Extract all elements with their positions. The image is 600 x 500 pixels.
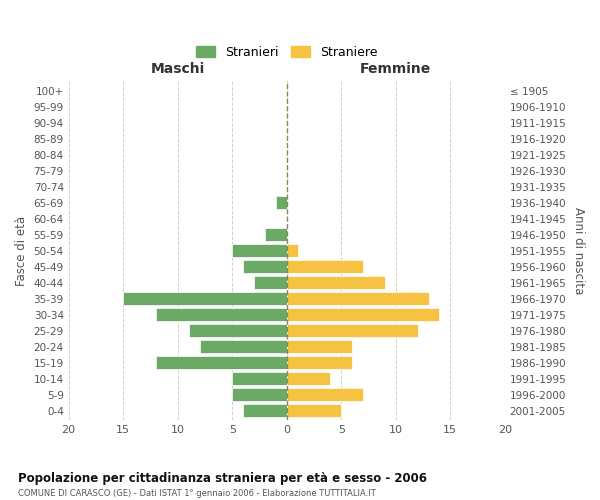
- Text: Popolazione per cittadinanza straniera per età e sesso - 2006: Popolazione per cittadinanza straniera p…: [18, 472, 427, 485]
- Bar: [287, 292, 428, 305]
- Bar: [287, 244, 298, 257]
- Bar: [287, 260, 363, 273]
- Bar: [287, 276, 385, 289]
- Bar: [188, 324, 287, 337]
- Bar: [123, 292, 287, 305]
- Bar: [232, 244, 287, 257]
- Text: COMUNE DI CARASCO (GE) - Dati ISTAT 1° gennaio 2006 - Elaborazione TUTTITALIA.IT: COMUNE DI CARASCO (GE) - Dati ISTAT 1° g…: [18, 488, 376, 498]
- Bar: [243, 404, 287, 417]
- Bar: [254, 276, 287, 289]
- Bar: [243, 260, 287, 273]
- Text: Maschi: Maschi: [151, 62, 205, 76]
- Legend: Stranieri, Straniere: Stranieri, Straniere: [191, 40, 382, 64]
- Bar: [287, 356, 352, 369]
- Bar: [287, 372, 331, 385]
- Bar: [287, 340, 352, 353]
- Bar: [287, 308, 439, 321]
- Bar: [287, 388, 363, 401]
- Y-axis label: Fasce di età: Fasce di età: [15, 216, 28, 286]
- Bar: [200, 340, 287, 353]
- Bar: [276, 196, 287, 209]
- Bar: [232, 372, 287, 385]
- Bar: [287, 324, 418, 337]
- Bar: [265, 228, 287, 241]
- Bar: [287, 404, 341, 417]
- Bar: [156, 356, 287, 369]
- Y-axis label: Anni di nascita: Anni di nascita: [572, 207, 585, 294]
- Bar: [232, 388, 287, 401]
- Text: Femmine: Femmine: [360, 62, 431, 76]
- Bar: [156, 308, 287, 321]
